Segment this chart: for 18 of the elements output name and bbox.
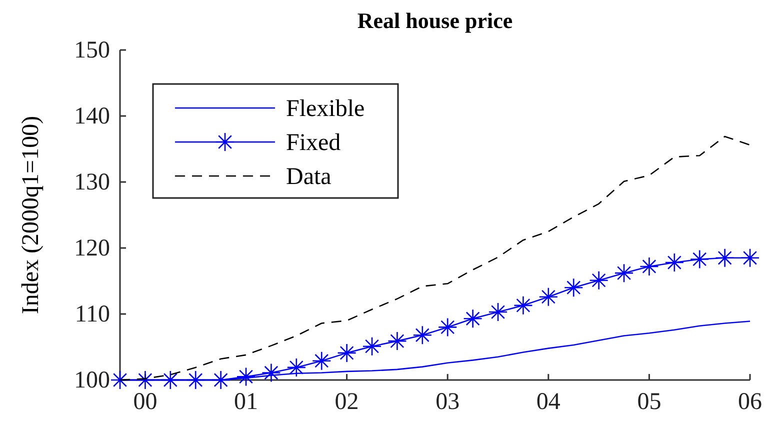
y-tick-label: 120 bbox=[74, 236, 110, 262]
x-tick-label: 06 bbox=[738, 389, 762, 416]
x-tick-label: 01 bbox=[234, 389, 258, 416]
x-tick-label: 03 bbox=[436, 389, 460, 416]
x-tick-label: 05 bbox=[637, 389, 662, 416]
y-tick-label: 130 bbox=[74, 170, 110, 196]
y-axis-title: Index (2000q1=100) bbox=[18, 116, 44, 314]
y-tick-label: 150 bbox=[74, 38, 110, 64]
y-tick-label: 140 bbox=[74, 104, 110, 130]
y-tick-label: 110 bbox=[74, 302, 110, 328]
x-tick-label: 02 bbox=[334, 389, 359, 416]
y-tick-label: 100 bbox=[74, 368, 110, 394]
legend-label: Flexible bbox=[286, 96, 365, 122]
x-tick-label: 00 bbox=[133, 389, 158, 416]
chart-title: Real house price bbox=[357, 8, 513, 33]
legend-label: Fixed bbox=[286, 130, 341, 156]
x-tick-label: 04 bbox=[536, 389, 560, 416]
legend-label: Data bbox=[286, 164, 332, 190]
